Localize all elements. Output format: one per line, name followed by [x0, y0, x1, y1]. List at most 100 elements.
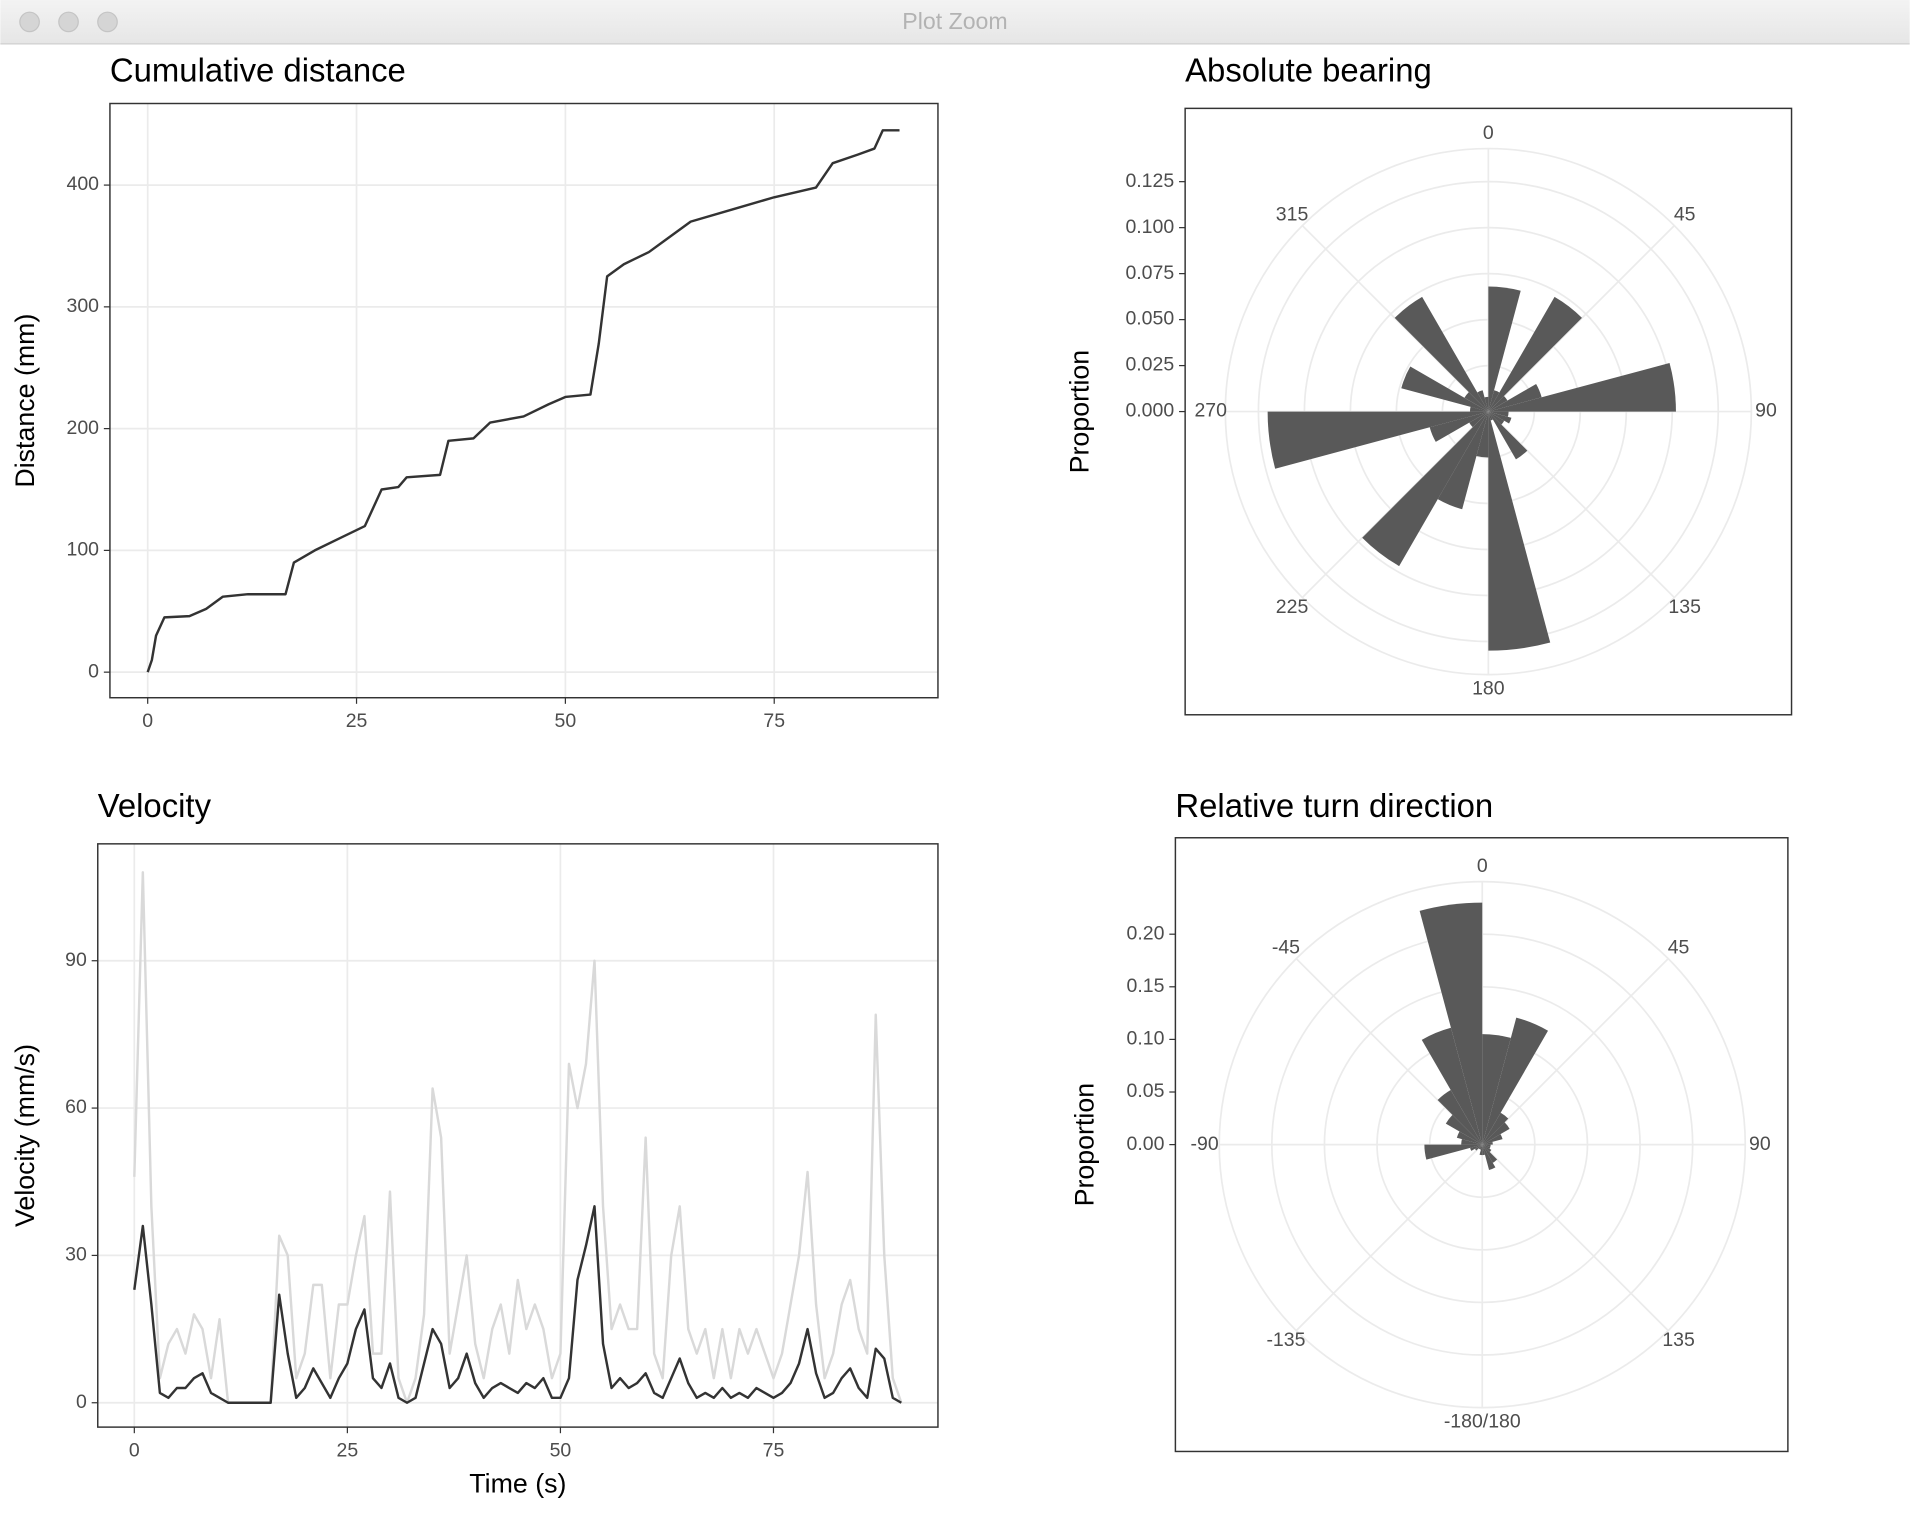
y-axis-label: Distance (mm) [10, 314, 40, 488]
rose-wedge [1437, 411, 1489, 510]
plot-border [1174, 837, 1789, 1453]
theta-tick-label: 135 [1662, 1329, 1695, 1351]
x-tick-label: 0 [142, 710, 153, 732]
theta-tick-label: 90 [1755, 400, 1777, 422]
x-tick-label: 25 [346, 710, 368, 732]
close-button[interactable] [19, 11, 40, 33]
y-tick-label: 0.125 [1125, 170, 1174, 192]
rose-wedge [1488, 411, 1551, 651]
rose-wedge [1267, 411, 1489, 469]
line [133, 1205, 902, 1404]
zoom-button[interactable] [97, 11, 118, 33]
rose-wedge [1456, 1131, 1483, 1145]
x-tick-label: 0 [129, 1440, 140, 1462]
theta-tick-label: 45 [1674, 203, 1696, 225]
rose-wedge [1488, 390, 1500, 412]
rose-wedge [1482, 1144, 1485, 1156]
rose-wedge [1419, 902, 1483, 1145]
y-axis-label: Velocity (mm/s) [10, 1044, 40, 1227]
y-axis-label: Proportion [1070, 1083, 1100, 1207]
rose-wedge [1362, 411, 1489, 567]
rose-wedge [1482, 1034, 1511, 1145]
plot-border [1184, 107, 1793, 716]
rose-wedge [1482, 1122, 1510, 1145]
grid-spoke [1481, 1144, 1669, 1332]
chart: 0 100 200 300 400 0 25 50 75 Distance (mm) Cumulat… [10, 52, 939, 732]
rose-wedge [1476, 411, 1489, 458]
rose-wedge [1482, 1144, 1496, 1171]
chart-title: Velocity [98, 787, 212, 824]
y-tick-label: 0.10 [1127, 1028, 1165, 1050]
chart-title: Cumulative distance [110, 52, 406, 89]
window-title: Plot Zoom [902, 8, 1007, 34]
y-tick-label: 400 [66, 173, 99, 195]
rose-wedge [1479, 1144, 1483, 1156]
chart: 0 45 90 135 180 225 270 315 0.000 0.025 0.050 0.075… [1065, 52, 1793, 716]
rose-wedge [1479, 1144, 1483, 1150]
y-tick-label: 0.20 [1127, 922, 1165, 944]
y-tick-label: 30 [65, 1244, 87, 1266]
rose-wedge [1470, 1144, 1483, 1151]
theta-tick-label: -90 [1191, 1133, 1219, 1155]
plot-panel [109, 103, 938, 698]
rose-wedge [1424, 1144, 1483, 1160]
rose-wedge [1484, 396, 1489, 412]
rose-wedge [1482, 1144, 1491, 1149]
rose-wedge [1482, 1112, 1509, 1145]
rose-wedge [1488, 411, 1512, 424]
rose-wedge [1488, 411, 1493, 421]
minimize-button[interactable] [58, 11, 79, 33]
chart: -180/180 -135 -90 -45 0 45 90 135 0.00 0.05 0.10 0.… [1070, 787, 1789, 1453]
rose-wedge [1488, 411, 1509, 417]
x-tick-label: 50 [550, 1440, 572, 1462]
y-tick-label: 0.050 [1125, 308, 1174, 330]
x-tick-label: 50 [555, 710, 577, 732]
rose-wedge [1394, 296, 1489, 412]
x-axis-label: Time (s) [469, 1469, 566, 1499]
rose-wedge [1477, 390, 1489, 412]
y-tick-label: 0.075 [1125, 262, 1174, 284]
rose-wedge [1482, 1144, 1498, 1163]
grid-spoke [1481, 958, 1669, 1146]
theta-tick-label: 270 [1194, 400, 1227, 422]
y-tick-label: 300 [66, 295, 99, 317]
rose-wedge [1482, 1134, 1503, 1145]
x-tick-label: 75 [763, 710, 785, 732]
rose-wedge [1478, 1144, 1483, 1150]
x-tick-label: 25 [337, 1440, 359, 1462]
rose-wedge [1488, 296, 1582, 412]
rose-wedge [1469, 406, 1489, 412]
rose-wedge [1429, 411, 1489, 442]
rose-wedge [1488, 411, 1528, 460]
theta-tick-label: 180 [1472, 677, 1505, 699]
rose-wedge [1488, 286, 1521, 412]
rose-wedge [1401, 366, 1489, 412]
theta-tick-label: 315 [1276, 203, 1309, 225]
rose-wedge [1421, 1027, 1483, 1145]
rose-wedge [1488, 383, 1542, 412]
y-tick-label: 0.15 [1127, 975, 1165, 997]
title-bar [0, 0, 1910, 44]
plot-border [97, 843, 939, 1428]
rose-wedge [1474, 1144, 1483, 1151]
plot-panel [97, 843, 938, 1428]
rose-wedge [1488, 363, 1676, 412]
y-tick-label: 0.025 [1125, 354, 1174, 376]
line [146, 129, 900, 673]
theta-tick-label: 90 [1749, 1133, 1771, 1155]
theta-tick-label: -45 [1272, 936, 1300, 958]
chart-title: Relative turn direction [1175, 787, 1493, 824]
theta-tick-label: 0 [1477, 855, 1488, 877]
y-tick-label: 0.00 [1127, 1133, 1165, 1155]
y-tick-label: 0.000 [1125, 400, 1174, 422]
y-tick-label: 0 [76, 1391, 87, 1413]
rose-wedge [1464, 392, 1489, 412]
rose-wedge [1488, 411, 1505, 425]
theta-tick-label: 45 [1668, 936, 1690, 958]
theta-tick-label: -180/180 [1444, 1410, 1521, 1432]
y-tick-label: 100 [66, 539, 99, 561]
y-tick-label: 0 [88, 660, 99, 682]
x-tick-label: 75 [763, 1440, 785, 1462]
y-tick-label: 200 [66, 417, 99, 439]
